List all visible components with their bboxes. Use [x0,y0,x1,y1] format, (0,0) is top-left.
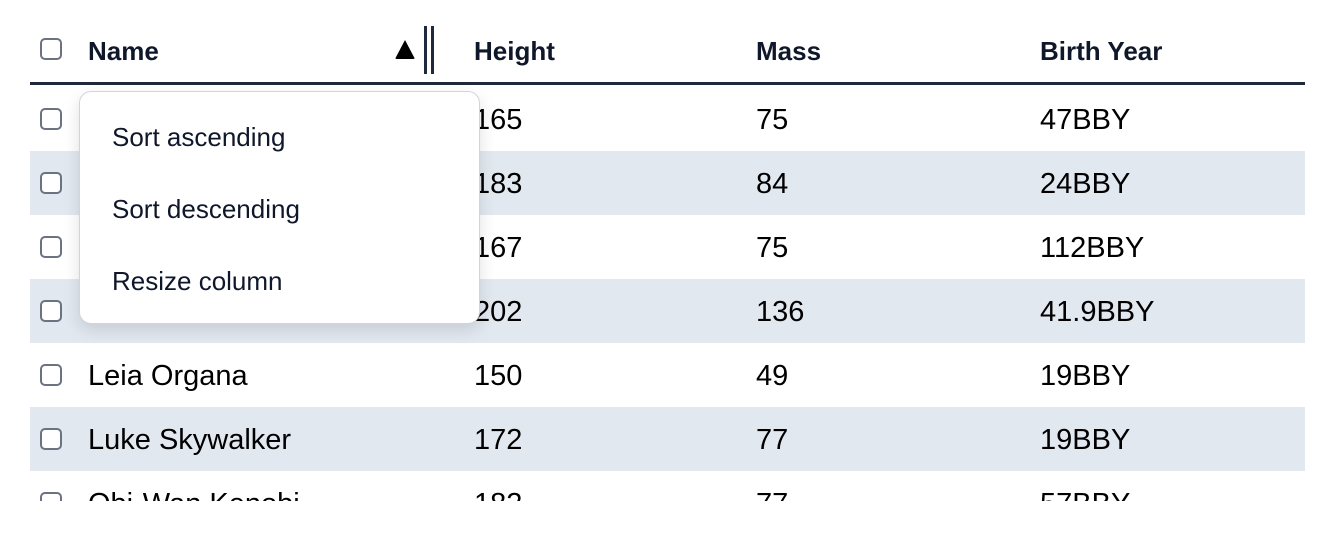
cell-mass: 75 [756,104,789,136]
column-resize-handle[interactable] [424,26,434,74]
row-checkbox[interactable] [40,364,62,386]
cell-birth-year: 112BBY [1040,232,1145,264]
row-checkbox[interactable] [40,428,62,450]
cell-birth-year: 19BBY [1040,424,1131,456]
cell-height: 150 [474,360,523,392]
cell-birth-year: 19BBY [1040,360,1131,392]
cell-birth-year: 47BBY [1040,104,1131,136]
cell-birth-year: 24BBY [1040,168,1131,200]
cell-mass: 75 [756,232,789,264]
cell-mass: 49 [756,360,789,392]
cell-height: 172 [474,424,523,456]
row-checkbox[interactable] [40,108,62,130]
cell-birth-year: 57BBY [1040,488,1130,501]
menu-item-sort-descending[interactable]: Sort descending [112,194,300,224]
cell-mass: 84 [756,168,789,200]
column-header-name[interactable]: Name [88,36,159,66]
cell-name: Leia Organa [88,360,248,392]
cell-mass: 77 [756,488,788,501]
cell-height: 167 [474,232,523,264]
column-header-birth-year[interactable]: Birth Year [1040,36,1163,66]
row-checkbox[interactable] [40,236,62,258]
cell-height: 183 [474,168,523,200]
table-row[interactable]: Leia Organa 150 49 19BBY [30,343,1305,407]
row-checkbox[interactable] [40,172,62,194]
row-checkbox[interactable] [40,300,62,322]
table-header: Name Height Mass Birth Year [30,20,1305,85]
table-row[interactable]: Luke Skywalker 172 77 19BBY [30,407,1305,471]
table-row[interactable]: 165 75 47BBY [30,87,1305,151]
cell-height: 165 [474,104,523,136]
select-all-checkbox[interactable] [40,38,62,60]
cell-mass: 77 [756,424,789,456]
cell-mass: 136 [756,296,805,328]
cell-height: 202 [474,296,523,328]
menu-item-resize-column[interactable]: Resize column [112,266,283,296]
column-header-mass[interactable]: Mass [756,36,822,66]
cell-birth-year: 41.9BBY [1040,296,1155,328]
column-header-height[interactable]: Height [474,36,555,66]
cell-name: Obi-Wan Kenobi [88,488,300,501]
column-menu: Sort ascending Sort descending Resize co… [79,91,480,324]
sort-ascending-icon[interactable] [395,40,415,59]
cell-name: Luke Skywalker [88,424,292,456]
row-checkbox[interactable] [40,492,62,501]
table-row[interactable]: Obi-Wan Kenobi 182 77 57BBY [30,471,1305,501]
menu-item-sort-ascending[interactable]: Sort ascending [112,122,286,152]
cell-height: 182 [474,488,522,501]
table-row[interactable]: 167 75 112BBY [30,215,1305,279]
